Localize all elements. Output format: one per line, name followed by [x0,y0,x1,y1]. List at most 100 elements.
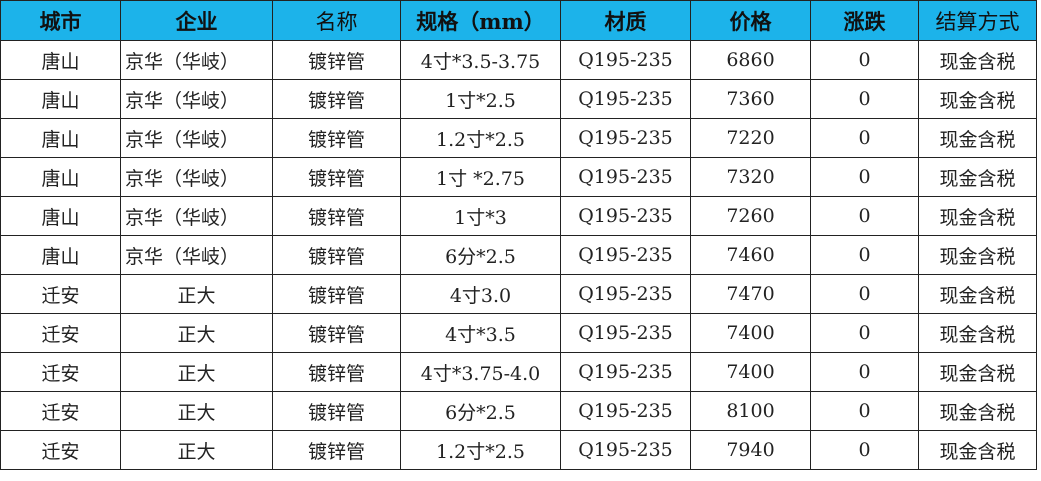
cell-settlement: 现金含税 [918,235,1037,275]
cell-settlement: 现金含税 [918,196,1037,236]
cell-change: 0 [810,391,919,431]
cell-city: 唐山 [0,157,121,197]
cell-change: 0 [810,430,919,470]
cell-company: 京华（华岐） [120,196,273,236]
cell-settlement: 现金含税 [918,313,1037,353]
cell-material: Q195-235 [560,391,691,431]
cell-product: 镀锌管 [272,40,401,80]
table-row: 迁安 正大 镀锌管 4寸3.0 Q195-235 7470 0 现金含税 [0,274,1037,314]
header-price: 价格 [690,0,811,41]
cell-spec: 4寸3.0 [400,274,561,314]
cell-material: Q195-235 [560,352,691,392]
cell-product: 镀锌管 [272,352,401,392]
cell-spec: 1.2寸*2.5 [400,430,561,470]
header-product: 名称 [272,0,401,41]
cell-company: 正大 [120,274,273,314]
cell-price: 7320 [690,157,811,197]
cell-company: 京华（华岐） [120,40,273,80]
cell-price: 8100 [690,391,811,431]
cell-city: 迁安 [0,430,121,470]
cell-price: 7940 [690,430,811,470]
cell-price: 7470 [690,274,811,314]
cell-spec: 4寸*3.5-3.75 [400,40,561,80]
cell-company: 京华（华岐） [120,235,273,275]
cell-city: 迁安 [0,391,121,431]
cell-product: 镀锌管 [272,235,401,275]
header-company: 企业 [120,0,273,41]
cell-spec: 4寸*3.5 [400,313,561,353]
cell-settlement: 现金含税 [918,391,1037,431]
header-settlement: 结算方式 [918,0,1037,41]
cell-spec: 6分*2.5 [400,391,561,431]
cell-material: Q195-235 [560,313,691,353]
cell-price: 7460 [690,235,811,275]
table-row: 唐山 京华（华岐） 镀锌管 1寸*3 Q195-235 7260 0 现金含税 [0,196,1037,236]
cell-company: 正大 [120,352,273,392]
cell-product: 镀锌管 [272,118,401,158]
table-row: 唐山 京华（华岐） 镀锌管 1寸*2.5 Q195-235 7360 0 现金含税 [0,79,1037,119]
cell-price: 7400 [690,313,811,353]
cell-settlement: 现金含税 [918,79,1037,119]
cell-change: 0 [810,352,919,392]
cell-product: 镀锌管 [272,157,401,197]
cell-product: 镀锌管 [272,430,401,470]
cell-product: 镀锌管 [272,196,401,236]
cell-change: 0 [810,118,919,158]
cell-city: 迁安 [0,313,121,353]
cell-settlement: 现金含税 [918,352,1037,392]
cell-settlement: 现金含税 [918,274,1037,314]
cell-change: 0 [810,313,919,353]
header-row: 城市 企业 名称 规格（mm） 材质 价格 涨跌 结算方式 [0,0,1037,41]
cell-company: 正大 [120,391,273,431]
cell-price: 7220 [690,118,811,158]
header-spec: 规格（mm） [400,0,561,41]
cell-company: 正大 [120,430,273,470]
table-row: 唐山 京华（华岐） 镀锌管 1.2寸*2.5 Q195-235 7220 0 现金含税 [0,118,1037,158]
cell-city: 唐山 [0,235,121,275]
cell-spec: 1寸*2.5 [400,79,561,119]
cell-change: 0 [810,196,919,236]
cell-company: 京华（华岐） [120,157,273,197]
cell-material: Q195-235 [560,430,691,470]
header-change: 涨跌 [810,0,919,41]
table-row: 唐山 京华（华岐） 镀锌管 6分*2.5 Q195-235 7460 0 现金含税 [0,235,1037,275]
cell-material: Q195-235 [560,157,691,197]
cell-price: 7400 [690,352,811,392]
cell-price: 7260 [690,196,811,236]
table-row: 迁安 正大 镀锌管 6分*2.5 Q195-235 8100 0 现金含税 [0,391,1037,431]
cell-product: 镀锌管 [272,274,401,314]
cell-city: 唐山 [0,118,121,158]
cell-material: Q195-235 [560,40,691,80]
cell-company: 正大 [120,313,273,353]
cell-material: Q195-235 [560,274,691,314]
table-row: 唐山 京华（华岐） 镀锌管 4寸*3.5-3.75 Q195-235 6860 0 现金含税 [0,40,1037,80]
table-row: 迁安 正大 镀锌管 1.2寸*2.5 Q195-235 7940 0 现金含税 [0,430,1037,470]
cell-product: 镀锌管 [272,391,401,431]
cell-settlement: 现金含税 [918,118,1037,158]
table-row: 迁安 正大 镀锌管 4寸*3.75-4.0 Q195-235 7400 0 现金含税 [0,352,1037,392]
price-table: 城市 企业 名称 规格（mm） 材质 价格 涨跌 结算方式 唐山 京华（华岐） 镀锌… [0,0,1037,470]
cell-spec: 1寸*3 [400,196,561,236]
cell-city: 迁安 [0,274,121,314]
cell-change: 0 [810,274,919,314]
cell-change: 0 [810,40,919,80]
cell-spec: 1.2寸*2.5 [400,118,561,158]
cell-material: Q195-235 [560,79,691,119]
header-material: 材质 [560,0,691,41]
cell-spec: 4寸*3.75-4.0 [400,352,561,392]
cell-change: 0 [810,235,919,275]
cell-city: 唐山 [0,79,121,119]
cell-price: 6860 [690,40,811,80]
cell-settlement: 现金含税 [918,40,1037,80]
cell-city: 唐山 [0,196,121,236]
cell-material: Q195-235 [560,196,691,236]
cell-settlement: 现金含税 [918,157,1037,197]
cell-company: 京华（华岐） [120,79,273,119]
cell-product: 镀锌管 [272,79,401,119]
cell-company: 京华（华岐） [120,118,273,158]
cell-city: 唐山 [0,40,121,80]
cell-material: Q195-235 [560,118,691,158]
cell-change: 0 [810,157,919,197]
header-city: 城市 [0,0,121,41]
cell-material: Q195-235 [560,235,691,275]
